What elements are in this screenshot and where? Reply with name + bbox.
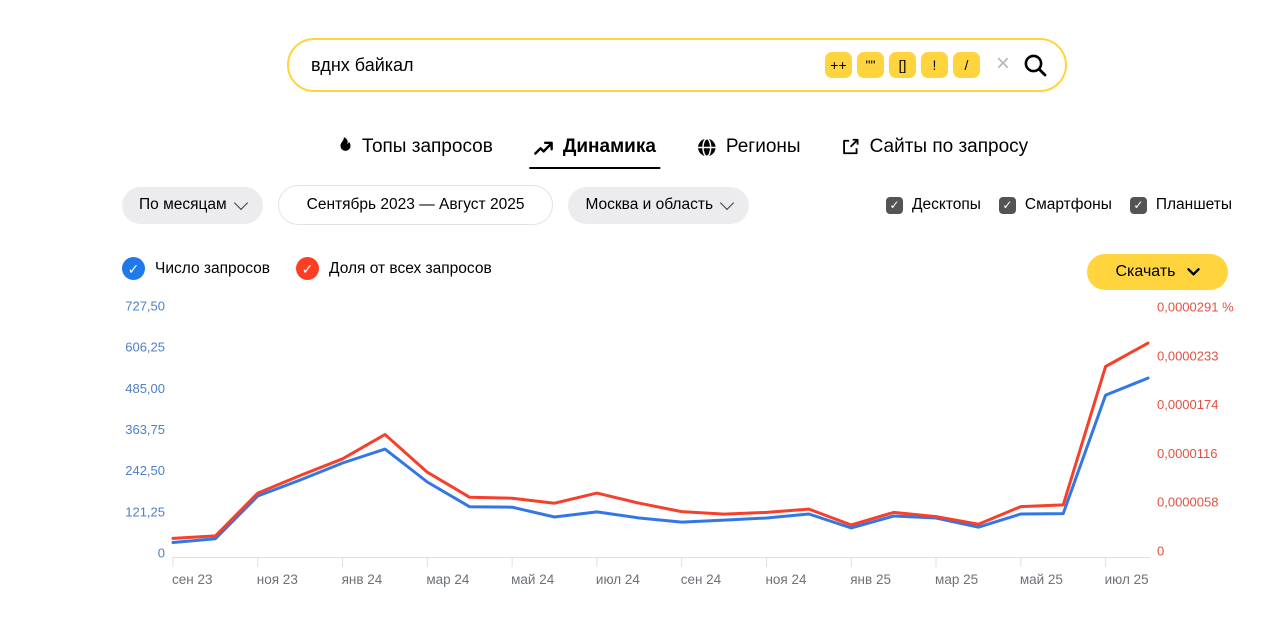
queries-line[interactable] [171, 376, 1150, 544]
checkbox-smartphones[interactable]: ✓ Смартфоны [998, 196, 1112, 214]
operator-slash-button[interactable]: / [952, 52, 980, 78]
external-link-icon [841, 137, 861, 157]
right-axis-label: 0,0000291 % [1157, 300, 1234, 315]
checkbox-checked-icon: ✓ [886, 196, 903, 214]
legend-label: Доля от всех запросов [329, 259, 492, 277]
clear-search-icon[interactable]: × [995, 50, 1010, 77]
region-dropdown[interactable]: Москва и область [568, 186, 750, 224]
checkbox-tablets[interactable]: ✓ Планшеты [1129, 196, 1232, 214]
left-axis-label: 363,75 [125, 422, 165, 437]
device-label: Десктопы [912, 196, 981, 213]
x-axis-label: мар 25 [935, 572, 978, 587]
flame-icon [333, 136, 353, 158]
globe-icon [696, 137, 717, 158]
right-axis-label: 0,0000233 [1157, 348, 1218, 363]
left-axis-label: 727,50 [125, 299, 165, 314]
share-line[interactable] [171, 341, 1150, 540]
tab-tops[interactable]: Топы запросов [329, 136, 497, 169]
x-axis-label: янв 25 [850, 572, 891, 587]
grouping-value: По месяцам [139, 196, 227, 213]
device-filters: ✓ Десктопы ✓ Смартфоны ✓ Планшеты [886, 185, 1232, 225]
tab-label: Динамика [562, 136, 656, 157]
search-input[interactable]: вднх байкал [311, 54, 414, 75]
operator-buttons: ++ "" [] ! / [824, 52, 980, 78]
x-axis-label: сен 24 [681, 572, 722, 587]
x-axis-label: май 24 [511, 572, 555, 587]
right-axis-label: 0,0000116 [1157, 446, 1218, 461]
download-button[interactable]: Скачать [1087, 254, 1228, 290]
operator-exclamation-button[interactable]: ! [920, 52, 948, 78]
operator-quotes-button[interactable]: "" [856, 52, 884, 78]
download-label: Скачать [1115, 263, 1176, 280]
chevron-down-icon [1186, 268, 1200, 276]
chart-legend: ✓ Число запросов ✓ Доля от всех запросов [122, 257, 492, 280]
tab-label: Топы запросов [361, 136, 493, 157]
x-axis-label: ноя 24 [765, 572, 807, 587]
left-axis-label: 242,50 [125, 463, 165, 478]
operator-brackets-button[interactable]: [] [888, 52, 916, 78]
device-label: Смартфоны [1024, 196, 1112, 213]
left-axis-label: 606,25 [125, 340, 165, 355]
x-axis-label: май 25 [1020, 572, 1063, 587]
x-axis-label: сен 23 [172, 572, 212, 587]
x-axis-label: июл 25 [1105, 572, 1149, 587]
tab-dynamics[interactable]: Динамика [528, 136, 660, 169]
left-axis-label: 0 [158, 546, 165, 561]
left-axis-label: 485,00 [125, 381, 165, 396]
grouping-dropdown[interactable]: По месяцам [122, 186, 263, 224]
device-label: Планшеты [1155, 196, 1232, 213]
filter-row: По месяцам Сентябрь 2023 — Август 2025 М… [122, 185, 750, 225]
tab-regions[interactable]: Регионы [692, 136, 805, 169]
left-axis-label: 121,25 [125, 504, 165, 519]
tab-sites[interactable]: Сайты по запросу [837, 136, 1033, 169]
operator-plus-plus-button[interactable]: ++ [824, 52, 852, 78]
tab-label: Сайты по запросу [869, 136, 1029, 157]
legend-check-icon: ✓ [296, 257, 320, 280]
search-icon[interactable] [1022, 52, 1049, 79]
region-value: Москва и область [585, 196, 714, 213]
legend-item-share[interactable]: ✓ Доля от всех запросов [296, 257, 492, 280]
right-axis-label: 0,0000174 [1157, 397, 1218, 412]
x-axis-label: ноя 23 [257, 572, 298, 587]
right-axis-label: 0,0000058 [1157, 495, 1218, 510]
search-bar: вднх байкал ++ "" [] ! / × [287, 38, 1067, 92]
checkbox-checked-icon: ✓ [998, 196, 1016, 214]
right-axis-label: 0 [1157, 544, 1164, 559]
trend-icon [533, 139, 554, 156]
x-axis-label: янв 24 [342, 572, 383, 587]
checkbox-desktops[interactable]: ✓ Десктопы [886, 196, 981, 214]
legend-label: Число запросов [155, 259, 271, 277]
legend-check-icon: ✓ [122, 257, 145, 280]
legend-item-queries[interactable]: ✓ Число запросов [122, 257, 270, 280]
tab-label: Регионы [725, 136, 801, 157]
x-axis-label: июл 24 [596, 572, 641, 587]
date-range-picker[interactable]: Сентябрь 2023 — Август 2025 [277, 185, 554, 225]
x-axis-label: мар 24 [426, 572, 470, 587]
date-range-value: Сентябрь 2023 — Август 2025 [306, 196, 525, 213]
tabs: Топы запросов Динамика Регионы [329, 136, 1032, 169]
checkbox-checked-icon: ✓ [1129, 196, 1147, 214]
